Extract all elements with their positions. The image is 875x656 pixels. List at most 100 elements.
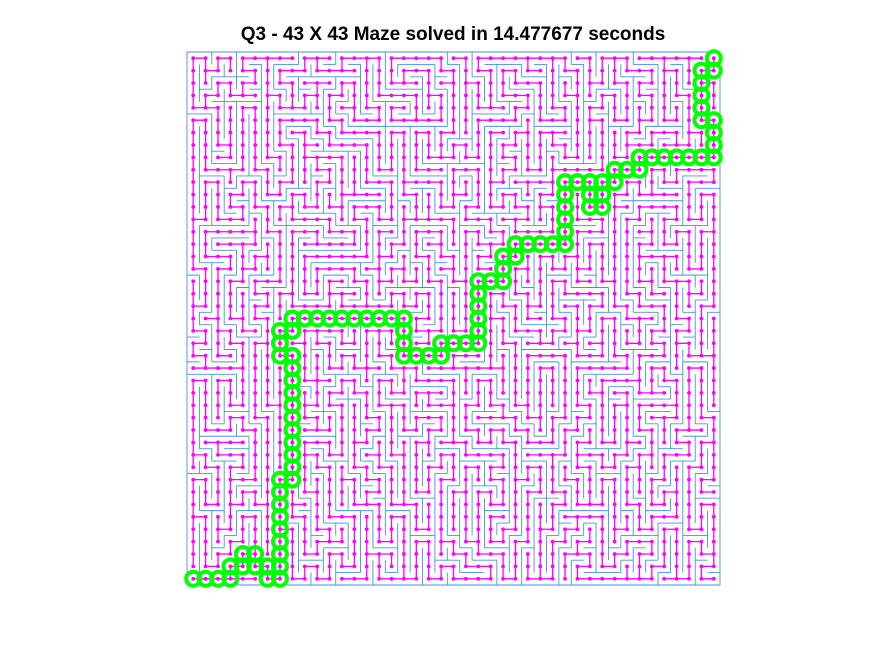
tree-node [389, 353, 394, 358]
tree-node [402, 205, 406, 209]
tree-node [327, 490, 332, 494]
tree-node [240, 452, 245, 457]
tree-node [216, 217, 220, 222]
tree-node [439, 477, 443, 482]
tree-node [203, 552, 208, 556]
tree-node [352, 477, 357, 482]
tree-node [649, 552, 654, 556]
tree-node [699, 56, 704, 61]
tree-node [290, 81, 295, 85]
tree-node [711, 81, 716, 85]
tree-node [253, 68, 258, 73]
tree-node [637, 366, 642, 370]
tree-node [278, 490, 282, 494]
tree-node [637, 490, 642, 494]
tree-node [265, 440, 270, 445]
tree-node [513, 502, 518, 507]
tree-node [687, 105, 691, 110]
tree-node [451, 254, 456, 259]
tree-node [550, 329, 555, 333]
tree-node [711, 353, 716, 358]
tree-node [216, 514, 220, 519]
tree-node [364, 341, 369, 346]
tree-node [377, 242, 382, 247]
tree-node [191, 217, 196, 222]
tree-node [637, 378, 642, 383]
tree-node [253, 93, 258, 98]
tree-node [550, 93, 555, 98]
tree-node [612, 291, 617, 296]
tree-node [253, 118, 258, 123]
tree-node [315, 167, 320, 172]
tree-node [364, 378, 369, 383]
tree-node [402, 477, 406, 482]
tree-node [464, 93, 468, 98]
tree-node [501, 291, 505, 296]
tree-node [649, 118, 654, 123]
tree-node [315, 316, 320, 321]
tree-node [377, 155, 382, 160]
tree-node [649, 56, 654, 61]
tree-node [439, 217, 443, 222]
tree-node [352, 403, 357, 408]
tree-node [476, 304, 481, 308]
tree-node [402, 291, 406, 296]
tree-node [699, 118, 704, 123]
tree-node [488, 564, 493, 569]
tree-node [687, 254, 691, 259]
tree-node [488, 552, 493, 556]
tree-node [563, 576, 567, 581]
tree-node [389, 390, 394, 395]
tree-node [402, 552, 406, 556]
tree-node [302, 81, 307, 85]
tree-node [476, 353, 481, 358]
tree-node [464, 552, 468, 556]
tree-node [315, 502, 320, 507]
tree-node [464, 56, 468, 61]
tree-node [625, 192, 629, 197]
tree-node [253, 130, 258, 135]
tree-node [711, 527, 716, 532]
tree-node [662, 378, 667, 383]
tree-node [476, 242, 481, 247]
tree-node [451, 341, 456, 346]
tree-node [228, 353, 233, 358]
tree-node [203, 192, 208, 197]
tree-node [290, 68, 295, 73]
tree-node [253, 81, 258, 85]
tree-node [501, 527, 505, 532]
tree-node [711, 242, 716, 247]
tree-node [649, 68, 654, 73]
tree-node [203, 415, 208, 420]
tree-node [563, 279, 567, 284]
tree-node [563, 341, 567, 346]
tree-node [377, 229, 382, 234]
tree-node [352, 254, 357, 259]
tree-node [302, 68, 307, 73]
tree-node [563, 81, 567, 85]
tree-node [340, 304, 344, 308]
tree-node [464, 118, 468, 123]
tree-node [216, 366, 220, 370]
tree-node [451, 378, 456, 383]
tree-node [637, 539, 642, 544]
tree-node [637, 316, 642, 321]
tree-node [464, 180, 468, 185]
tree-node [327, 527, 332, 532]
tree-node [674, 490, 679, 494]
tree-node [538, 428, 543, 432]
tree-node [203, 353, 208, 358]
tree-node [364, 93, 369, 98]
tree-node [191, 465, 196, 470]
tree-node [327, 329, 332, 333]
tree-node [513, 267, 518, 271]
tree-node [340, 167, 344, 172]
tree-node [687, 465, 691, 470]
tree-node [389, 576, 394, 581]
tree-node [662, 341, 667, 346]
tree-node [377, 130, 382, 135]
tree-node [352, 366, 357, 370]
tree-node [600, 576, 605, 581]
tree-node [439, 143, 443, 147]
tree-node [464, 378, 468, 383]
